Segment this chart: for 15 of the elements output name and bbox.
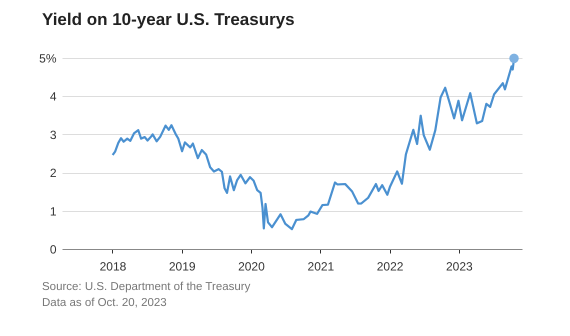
x-tick-label: 2021	[308, 260, 335, 274]
x-tick-label: 2022	[376, 260, 404, 274]
x-tick-label: 2023	[446, 260, 474, 274]
y-tick-label: 0	[50, 242, 57, 256]
chart-title: Yield on 10-year U.S. Treasurys	[41, 9, 296, 31]
y-tick-label: 1	[50, 204, 57, 218]
source-note: Source: U.S. Department of the Treasury	[42, 280, 252, 295]
y-tick-label: 2	[50, 166, 57, 180]
text: Data as of Oct. 20, 2023	[42, 296, 168, 311]
x-tick-label: 2020	[238, 260, 266, 274]
y-tick-label: 5%	[39, 52, 57, 66]
x-tick-label: 2019	[168, 260, 196, 274]
x-tick-label: 2018	[100, 260, 127, 274]
y-tick-label: 3	[50, 128, 57, 142]
y-tick-label: 4	[50, 90, 57, 104]
